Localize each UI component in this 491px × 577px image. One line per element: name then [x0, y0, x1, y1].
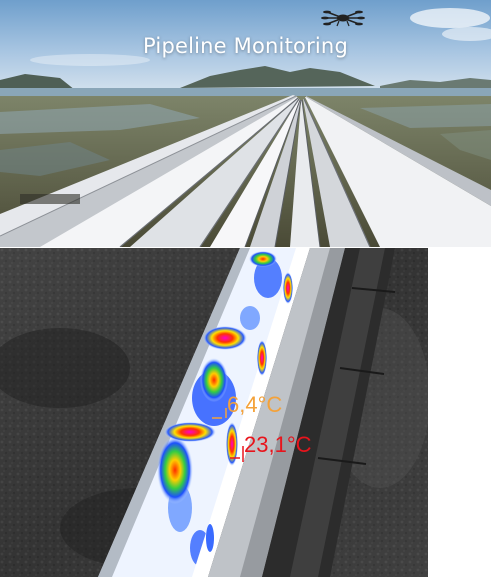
hill-center: [180, 66, 375, 88]
water-pool: [0, 142, 110, 176]
drone-icon: [321, 10, 365, 27]
hotspot: [203, 326, 247, 350]
cloud: [410, 8, 490, 28]
hill-left: [0, 74, 75, 92]
sea: [0, 88, 491, 98]
hotspot: [249, 251, 277, 267]
temperature-reading-low: 6,4°C: [227, 392, 283, 417]
water-pool: [0, 104, 200, 134]
temperature-reading-high: 23,1°C: [244, 432, 312, 457]
pipeline-scene: [0, 0, 491, 247]
pipelines: [0, 95, 491, 247]
measurement-marker: [212, 408, 227, 419]
cloud: [442, 27, 491, 41]
thermal-scene: [0, 248, 428, 577]
pipeline-photo: Pipeline Monitoring: [0, 0, 491, 247]
measurement-marker: [230, 446, 244, 462]
water-pool: [440, 130, 491, 160]
water-pool: [360, 104, 491, 128]
thermal-image: 6,4°C 23,1°C: [0, 248, 428, 577]
page-title: Pipeline Monitoring: [143, 34, 348, 58]
hotspot: [157, 436, 193, 504]
hotspot: [200, 358, 228, 402]
cloud: [30, 54, 150, 66]
hotspot: [164, 422, 216, 442]
